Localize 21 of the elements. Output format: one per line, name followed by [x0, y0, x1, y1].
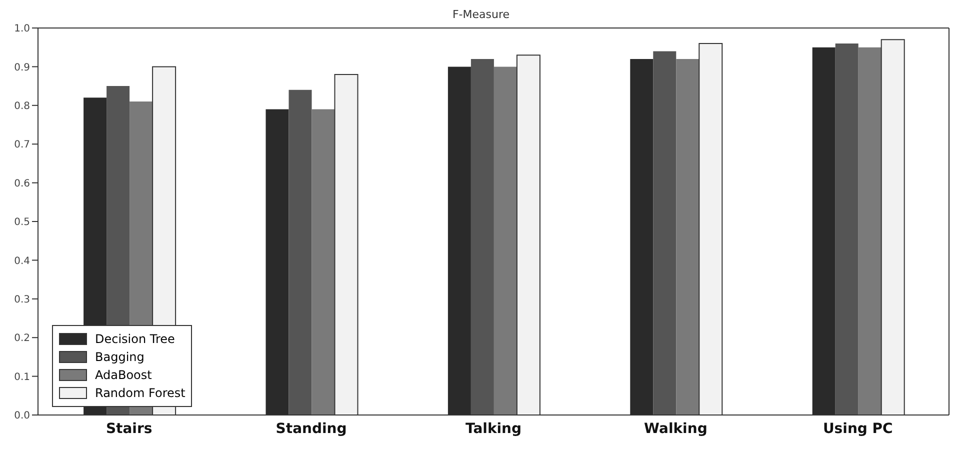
- x-tick-label: Standing: [276, 420, 347, 437]
- y-tick-label: 0.5: [14, 217, 30, 228]
- y-tick-label: 0.9: [14, 62, 30, 74]
- legend-label: AdaBoost: [95, 368, 152, 382]
- x-tick-label: Walking: [644, 420, 708, 437]
- y-tick-label: 0.8: [14, 100, 30, 112]
- y-tick-label: 0.1: [14, 372, 30, 383]
- legend-label: Bagging: [95, 350, 144, 364]
- x-tick-label: Using PC: [822, 420, 893, 437]
- legend-label: Decision Tree: [95, 332, 175, 346]
- x-tick-label: Stairs: [106, 420, 152, 437]
- x-tick-label: Talking: [465, 420, 522, 437]
- y-tick-label: 0.6: [14, 178, 30, 190]
- chart-title: F-Measure: [451, 8, 511, 21]
- y-tick-label: 0.3: [14, 294, 30, 306]
- y-tick-label: 0.0: [14, 410, 30, 422]
- y-tick-label: 1.0: [14, 24, 30, 35]
- y-tick-label: 0.7: [14, 140, 30, 151]
- y-tick-label: 0.2: [14, 333, 30, 344]
- y-tick-label: 0.4: [14, 256, 30, 267]
- legend-label: Random Forest: [95, 386, 186, 400]
